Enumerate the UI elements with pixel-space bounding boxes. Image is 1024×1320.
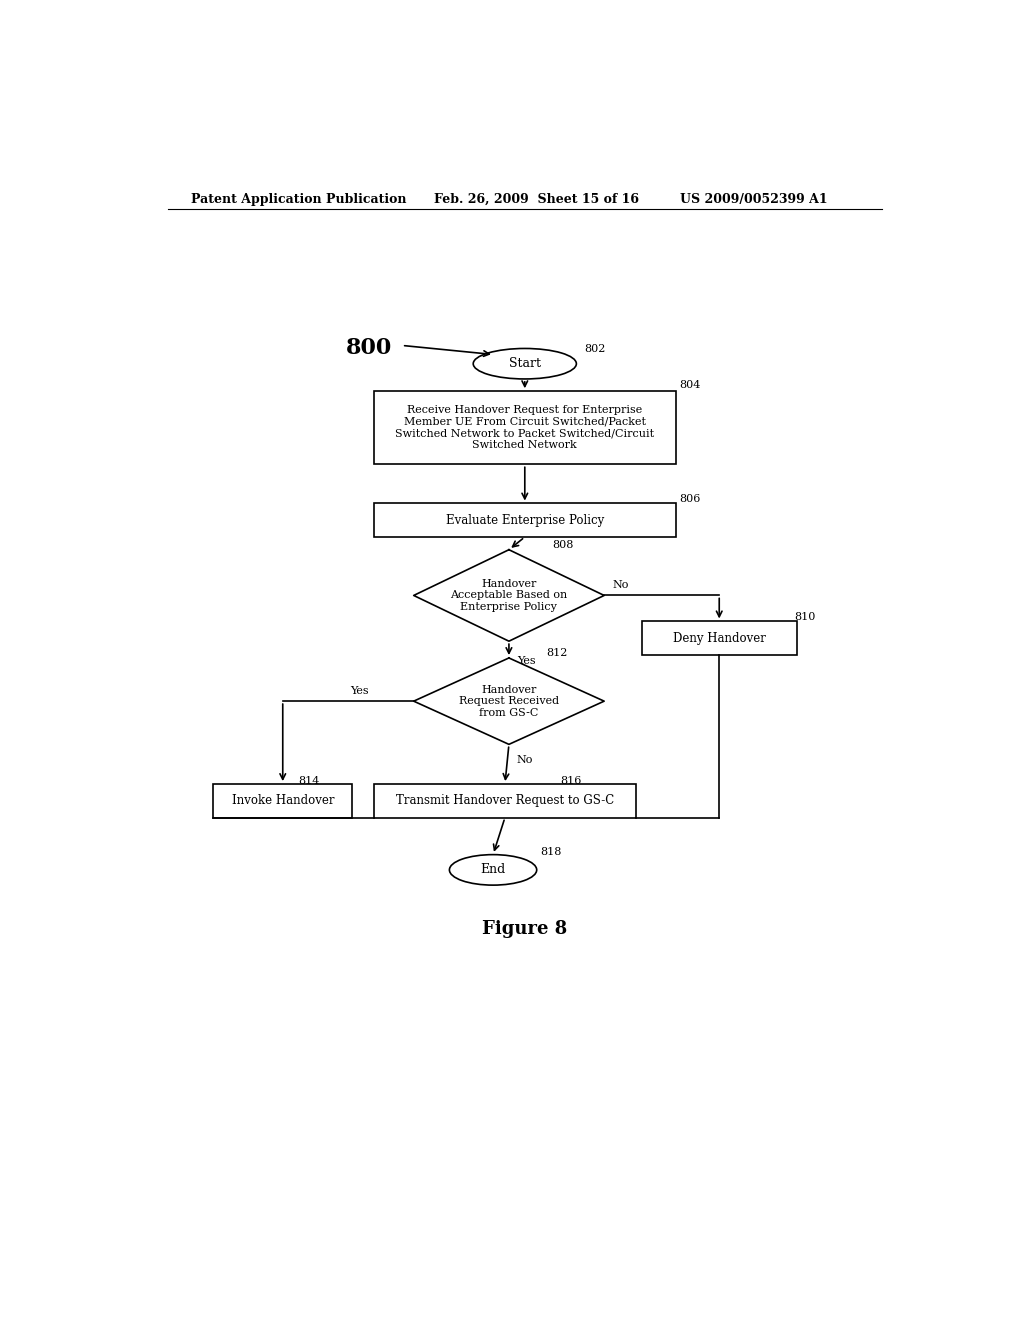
Text: Feb. 26, 2009  Sheet 15 of 16: Feb. 26, 2009 Sheet 15 of 16 bbox=[433, 193, 639, 206]
Text: Receive Handover Request for Enterprise
Member UE From Circuit Switched/Packet
S: Receive Handover Request for Enterprise … bbox=[395, 405, 654, 450]
Text: 812: 812 bbox=[546, 648, 567, 659]
Bar bbox=[213, 784, 352, 817]
Text: Handover
Request Received
from GS-C: Handover Request Received from GS-C bbox=[459, 685, 559, 718]
Text: Yes: Yes bbox=[517, 656, 536, 667]
Text: 810: 810 bbox=[795, 612, 816, 622]
Text: Transmit Handover Request to GS-C: Transmit Handover Request to GS-C bbox=[396, 795, 614, 808]
Text: Evaluate Enterprise Policy: Evaluate Enterprise Policy bbox=[445, 513, 604, 527]
Text: 806: 806 bbox=[680, 494, 700, 504]
Text: No: No bbox=[612, 581, 629, 590]
Bar bbox=[374, 503, 676, 537]
Text: Patent Application Publication: Patent Application Publication bbox=[191, 193, 407, 206]
Text: No: No bbox=[517, 755, 534, 764]
Text: 802: 802 bbox=[585, 343, 605, 354]
Text: End: End bbox=[480, 863, 506, 876]
Text: US 2009/0052399 A1: US 2009/0052399 A1 bbox=[680, 193, 827, 206]
Bar bbox=[642, 622, 797, 655]
Text: 818: 818 bbox=[541, 846, 562, 857]
Bar bbox=[374, 784, 636, 817]
Text: Figure 8: Figure 8 bbox=[482, 920, 567, 937]
Text: 808: 808 bbox=[553, 540, 573, 549]
Text: 800: 800 bbox=[346, 338, 392, 359]
Text: Handover
Acceptable Based on
Enterprise Policy: Handover Acceptable Based on Enterprise … bbox=[451, 579, 567, 612]
Text: Yes: Yes bbox=[350, 686, 369, 696]
Text: Start: Start bbox=[509, 358, 541, 370]
Text: Invoke Handover: Invoke Handover bbox=[231, 795, 334, 808]
Text: Deny Handover: Deny Handover bbox=[673, 632, 766, 644]
Text: 804: 804 bbox=[680, 380, 700, 391]
Bar bbox=[374, 391, 676, 465]
Text: 816: 816 bbox=[560, 776, 582, 785]
Text: 814: 814 bbox=[299, 776, 319, 785]
